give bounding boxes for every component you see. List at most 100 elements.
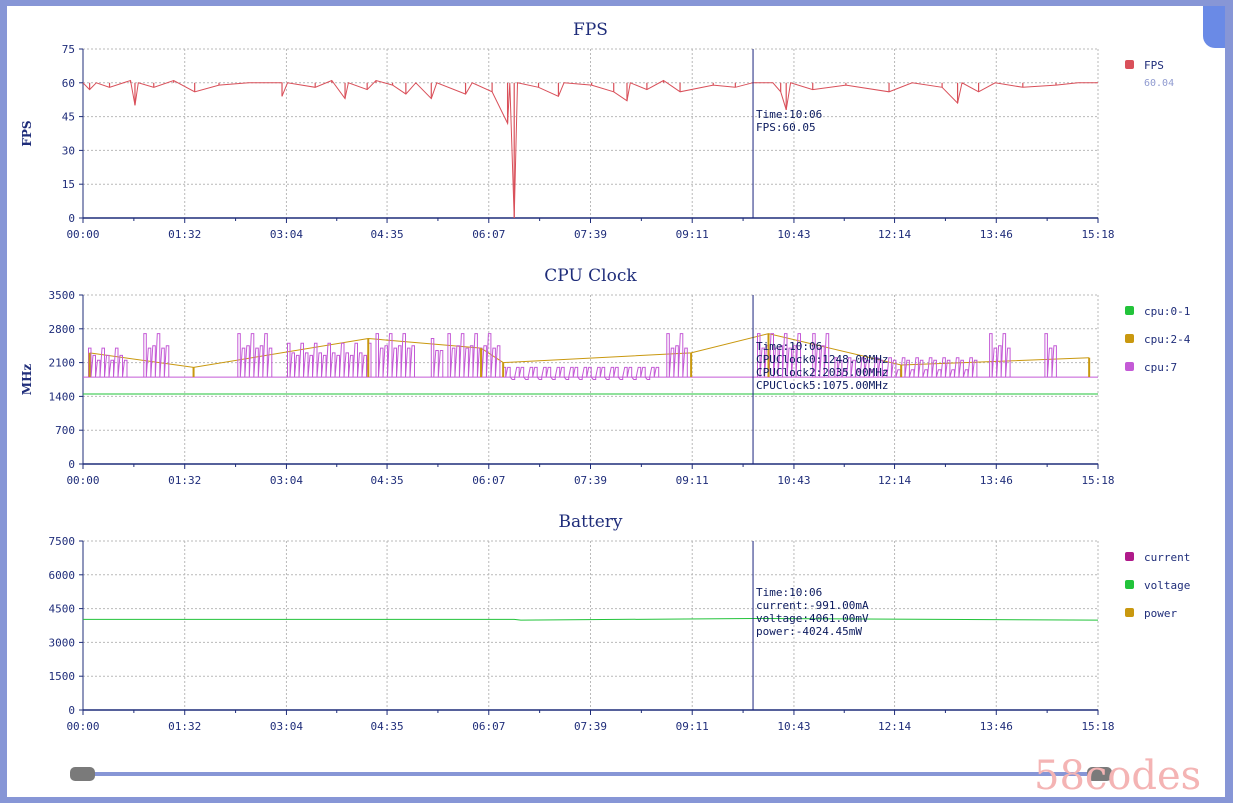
x-tick-label: 13:46 <box>980 474 1013 487</box>
y-tick-label: 45 <box>62 111 75 124</box>
legend-label[interactable]: cpu:0-1 <box>1144 305 1190 318</box>
series-burst-cpu-7 <box>989 333 1011 378</box>
chart-title: Battery <box>558 512 622 532</box>
y-tick-label: 2100 <box>49 357 76 370</box>
y-tick-label: 0 <box>68 704 75 717</box>
x-tick-label: 00:00 <box>66 474 99 487</box>
x-tick-label: 09:11 <box>676 228 709 241</box>
x-tick-label: 06:07 <box>472 228 505 241</box>
tooltip-line: power:-4024.45mW <box>756 625 862 638</box>
tooltip-line: voltage:4061.00mV <box>756 612 869 625</box>
tooltip-line: CPUClock0:1248.00MHz <box>756 353 888 366</box>
chart-0: FPS 0 15 30 45 60 75 00:00 01:32 03:04 04:35 06:07 0… <box>20 20 1174 241</box>
series-burst-cpu-7 <box>447 333 501 378</box>
x-tick-label: 12:14 <box>878 228 911 241</box>
series-burst-cpu-7 <box>812 333 830 378</box>
time-range-slider[interactable] <box>70 767 1112 781</box>
y-tick-label: 700 <box>55 424 75 437</box>
legend-swatch[interactable] <box>1125 60 1134 69</box>
x-tick-label: 07:39 <box>574 720 607 733</box>
x-tick-label: 09:11 <box>676 474 709 487</box>
x-tick-label: 00:00 <box>66 228 99 241</box>
y-tick-label: 0 <box>68 458 75 471</box>
x-tick-label: 12:14 <box>878 720 911 733</box>
chart-panel: FPS 0 15 30 45 60 75 00:00 01:32 03:04 04:35 06:07 0… <box>7 6 1225 797</box>
x-tick-label: 06:07 <box>472 474 505 487</box>
y-tick-label: 3000 <box>49 636 76 649</box>
x-tick-label: 01:32 <box>168 474 201 487</box>
tooltip-line: Time:10:06 <box>756 586 822 599</box>
slider-handle-right[interactable] <box>1087 767 1112 781</box>
x-tick-label: 04:35 <box>370 474 403 487</box>
chart-title: CPU Clock <box>544 266 637 286</box>
series-burst-cpu-7 <box>1044 333 1057 378</box>
x-tick-label: 09:11 <box>676 720 709 733</box>
y-tick-label: 60 <box>62 77 75 90</box>
tooltip-line: current:-991.00mA <box>756 599 869 612</box>
chart-title: FPS <box>573 20 608 40</box>
y-tick-label: 0 <box>68 212 75 225</box>
y-axis-label: MHz <box>20 364 34 396</box>
legend-swatch[interactable] <box>1125 580 1134 589</box>
series-burst-cpu-7 <box>834 357 978 378</box>
x-tick-label: 13:46 <box>980 228 1013 241</box>
y-tick-label: 4500 <box>49 603 76 616</box>
y-tick-label: 3500 <box>49 289 76 302</box>
legend-label[interactable]: FPS <box>1144 59 1164 72</box>
series-burst-cpu-7 <box>375 333 415 378</box>
y-tick-label: 1500 <box>49 670 76 683</box>
tooltip-line: Time:10:06 <box>756 340 822 353</box>
series-burst-cpu-7 <box>143 333 170 378</box>
series-burst-cpu-7 <box>287 342 372 378</box>
series-line-voltage <box>83 617 1099 621</box>
legend-swatch[interactable] <box>1125 552 1134 561</box>
legend-label[interactable]: cpu:7 <box>1144 361 1177 374</box>
slider-handle-left[interactable] <box>70 767 95 781</box>
tooltip-line: CPUClock2:2035.00MHz <box>756 366 888 379</box>
corner-badge <box>1203 6 1225 48</box>
x-tick-label: 10:43 <box>777 720 810 733</box>
series-burst-cpu-7 <box>430 338 444 378</box>
tooltip-line: Time:10:06 <box>756 108 822 121</box>
tooltip-line: FPS:60.05 <box>756 121 816 134</box>
legend-label[interactable]: current <box>1144 551 1190 564</box>
legend-swatch[interactable] <box>1125 362 1134 371</box>
x-tick-label: 01:32 <box>168 228 201 241</box>
y-tick-label: 6000 <box>49 569 76 582</box>
x-tick-label: 10:43 <box>777 474 810 487</box>
x-tick-label: 03:04 <box>270 474 303 487</box>
x-tick-label: 15:18 <box>1081 720 1114 733</box>
x-tick-label: 15:18 <box>1081 474 1114 487</box>
y-tick-label: 75 <box>62 43 75 56</box>
series-burst-cpu-7 <box>237 333 273 378</box>
x-tick-label: 00:00 <box>66 720 99 733</box>
x-tick-label: 07:39 <box>574 474 607 487</box>
legend-swatch[interactable] <box>1125 306 1134 315</box>
y-tick-label: 30 <box>62 144 75 157</box>
series-burst-cpu-7 <box>666 333 688 378</box>
series-burst-cpu-7 <box>88 347 128 378</box>
series-burst-cpu-7 <box>502 366 660 380</box>
y-tick-label: 15 <box>62 178 75 191</box>
legend-swatch[interactable] <box>1125 334 1134 343</box>
x-tick-label: 04:35 <box>370 228 403 241</box>
legend-swatch[interactable] <box>1125 608 1134 617</box>
x-tick-label: 03:04 <box>270 720 303 733</box>
y-tick-label: 1400 <box>49 390 76 403</box>
x-tick-label: 04:35 <box>370 720 403 733</box>
charts-canvas: FPS 0 15 30 45 60 75 00:00 01:32 03:04 04:35 06:07 0… <box>20 20 1201 797</box>
x-tick-label: 12:14 <box>878 474 911 487</box>
chart-2: Battery 0 1500 3000 4500 6000 7500 00:00 01:32 03… <box>49 512 1191 733</box>
y-axis-label: FPS <box>20 120 34 146</box>
x-tick-label: 06:07 <box>472 720 505 733</box>
x-tick-label: 13:46 <box>980 720 1013 733</box>
legend-label[interactable]: cpu:2-4 <box>1144 333 1191 346</box>
y-tick-label: 2800 <box>49 323 76 336</box>
legend-label[interactable]: power <box>1144 607 1177 620</box>
x-tick-label: 10:43 <box>777 228 810 241</box>
x-tick-label: 15:18 <box>1081 228 1114 241</box>
legend-label[interactable]: voltage <box>1144 579 1190 592</box>
x-tick-label: 03:04 <box>270 228 303 241</box>
y-tick-label: 7500 <box>49 535 76 548</box>
x-tick-label: 07:39 <box>574 228 607 241</box>
